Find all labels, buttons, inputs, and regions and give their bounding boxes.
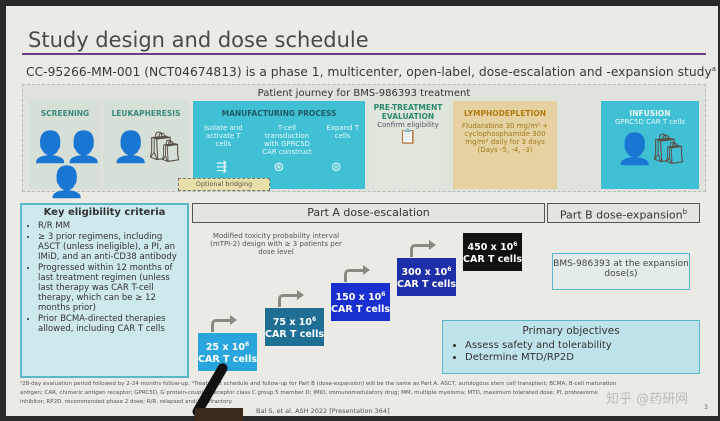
pretreatment-desc: Confirm eligibility bbox=[377, 121, 439, 129]
infusion-desc: GPRC5D CAR T cells bbox=[614, 118, 686, 126]
objectives-title: Primary objectives bbox=[522, 325, 620, 337]
infusion-panel: INFUSION GPRC5D CAR T cells 👤🛍 bbox=[601, 101, 699, 189]
patient-journey: Patient journey for BMS-986393 treatment… bbox=[22, 84, 706, 200]
page-title: Study design and dose schedule bbox=[28, 28, 369, 52]
manufacturing-panel: MANUFACTURING PROCESS Isolate and activa… bbox=[193, 101, 365, 189]
leukapheresis-label: LEUKAPHERESIS bbox=[111, 109, 181, 118]
step-transduction: T-cell transduction with GPRC5D CAR cons… bbox=[262, 124, 312, 156]
subtitle-sup: a bbox=[711, 65, 717, 73]
escalation-arrow bbox=[278, 290, 304, 307]
manufacturing-icons: ⇶ ⊛ ⊜ bbox=[193, 160, 365, 175]
dose-level-150: 150 x 106 CAR T cells bbox=[331, 283, 390, 321]
citation: Bal S, et al. ASH 2022 [Presentation 364… bbox=[256, 407, 390, 415]
clipboard-icon: 📋 bbox=[399, 129, 417, 145]
objective-item: Assess safety and tolerability bbox=[465, 340, 689, 352]
step-isolate: Isolate and activate T cells bbox=[203, 124, 243, 148]
eligibility-item: Prior BCMA-directed therapies allowed, i… bbox=[38, 314, 181, 334]
step-expand: Expand T cells bbox=[326, 124, 359, 140]
watermark: 知乎 @药研网 bbox=[606, 392, 689, 407]
footnotes: ᵃ28-day evaluation period followed by 2-… bbox=[20, 381, 617, 405]
cell-icon: ⊛ bbox=[273, 160, 285, 175]
screening-panel: SCREENING 👤👤👤 bbox=[29, 101, 102, 200]
petri-dish-icon: ⊜ bbox=[330, 160, 342, 175]
slide: Study design and dose schedule CC-95266-… bbox=[6, 6, 718, 416]
subtitle-text: CC-95266-MM-001 (NCT04674813) is a phase… bbox=[26, 65, 712, 80]
eligibility-item: ≥ 3 prior regimens, including ASCT (unle… bbox=[38, 232, 181, 262]
escalation-arrow bbox=[211, 315, 237, 332]
escalation-arrow bbox=[344, 265, 370, 282]
patient-infusion-icon: 👤🛍 bbox=[616, 132, 687, 167]
expansion-dose-box: BMS-986393 at the expansion dose(s) bbox=[552, 253, 690, 290]
eligibility-title: Key eligibility criteria bbox=[43, 207, 166, 218]
pretreatment-panel: PRE-TREATMENT EVALUATION Confirm eligibi… bbox=[369, 101, 447, 189]
part-b-title: Part B dose-expansion bbox=[559, 208, 683, 222]
part-b-sup: b bbox=[682, 208, 688, 216]
lymphodepletion-label: LYMPHODEPLETION bbox=[464, 109, 546, 118]
screening-label: SCREENING bbox=[40, 109, 90, 118]
leukapheresis-panel: LEUKAPHERESIS 👤🛍 bbox=[103, 101, 189, 189]
page-number: 3 bbox=[704, 404, 708, 411]
title-rule bbox=[22, 53, 706, 55]
objective-item: Determine MTD/RP2D bbox=[465, 352, 689, 364]
dose-level-25: 25 x 106 CAR T cells bbox=[198, 333, 257, 371]
subtitle: CC-95266-MM-001 (NCT04674813) is a phase… bbox=[26, 65, 716, 79]
podium bbox=[195, 408, 243, 421]
eligibility-item: Progressed within 12 months of last trea… bbox=[38, 263, 181, 313]
dose-level-75: 75 x 106 CAR T cells bbox=[265, 308, 324, 346]
pretreatment-label: PRE-TREATMENT EVALUATION bbox=[373, 103, 443, 121]
people-icon: 👤👤👤 bbox=[31, 130, 103, 200]
manufacturing-label: MANUFACTURING PROCESS bbox=[221, 109, 337, 118]
primary-objectives: Primary objectives Assess safety and tol… bbox=[442, 320, 700, 374]
dose-level-450: 450 x 106 CAR T cells bbox=[463, 233, 522, 271]
patient-iv-bag-icon: 👤🛍 bbox=[112, 130, 183, 165]
mtpi-note: Modified toxicity probability interval (… bbox=[210, 232, 342, 256]
escalation-arrow bbox=[410, 240, 436, 257]
part-b-header: Part B dose-expansionb bbox=[547, 203, 700, 223]
eligibility-item: R/R MM bbox=[38, 221, 181, 231]
dose-level-300: 300 x 106 CAR T cells bbox=[397, 258, 456, 296]
lymphodepletion-desc: Fludarabine 30 mg/m² + cyclophosphamide … bbox=[461, 122, 549, 154]
infusion-label: INFUSION bbox=[629, 109, 671, 118]
lymphodepletion-panel: LYMPHODEPLETION Fludarabine 30 mg/m² + c… bbox=[453, 101, 557, 189]
syringe-icon: ⇶ bbox=[216, 160, 228, 175]
journey-header: Patient journey for BMS-986393 treatment bbox=[257, 88, 471, 99]
optional-bridging: Optional bridging bbox=[178, 178, 270, 191]
eligibility-box: Key eligibility criteria R/R MM ≥ 3 prio… bbox=[20, 203, 189, 378]
part-a-header: Part A dose-escalation bbox=[192, 203, 545, 223]
